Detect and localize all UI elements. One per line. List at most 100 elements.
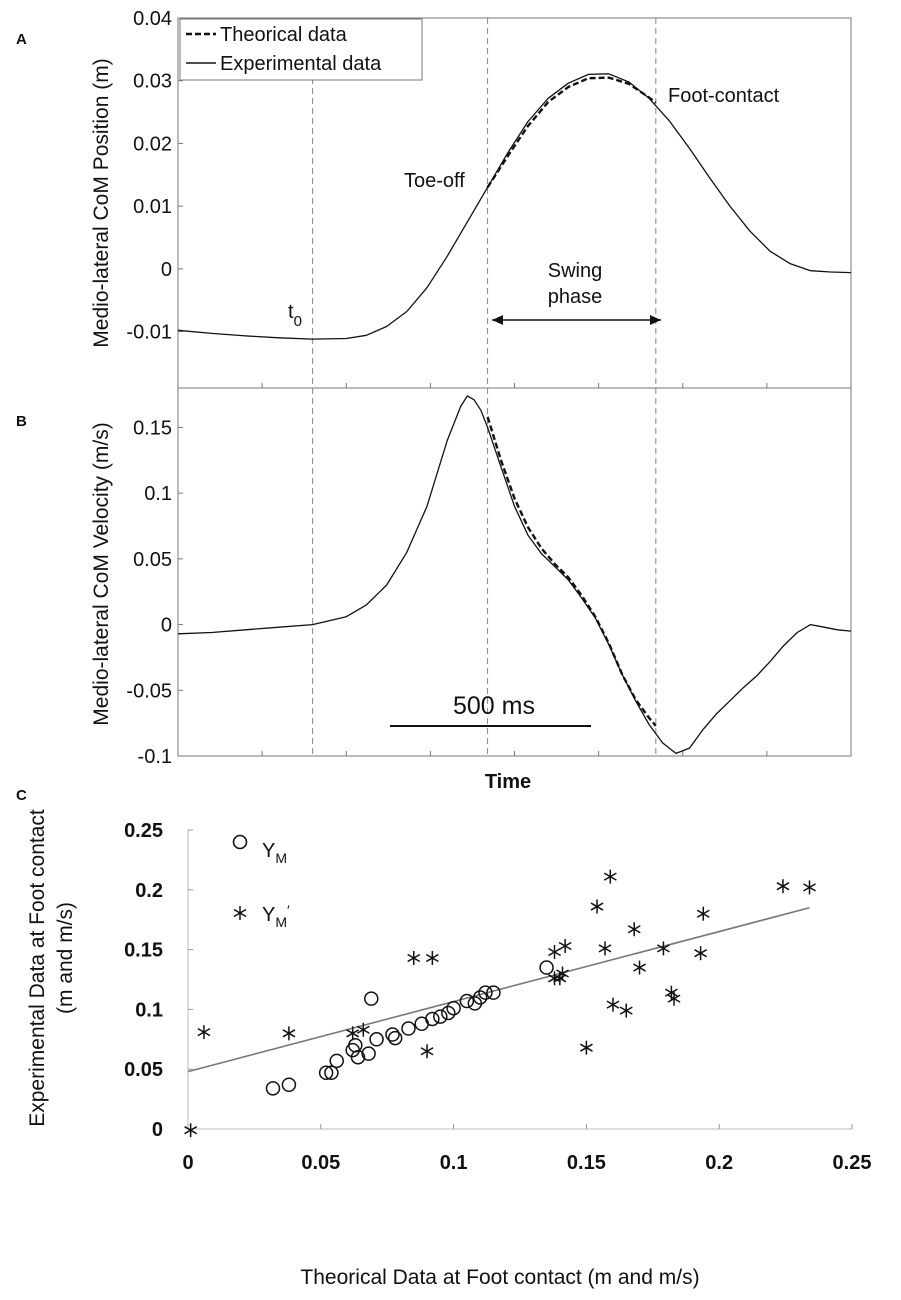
theorical-series-line bbox=[486, 416, 657, 727]
panel-c-y-axis-title-line2: (m and m/s) bbox=[54, 902, 77, 1014]
panel-a-y-axis-title: Medio-lateral CoM Position (m) bbox=[90, 58, 113, 347]
ym-point bbox=[265, 1081, 281, 1096]
y-tick-label: 0.25 bbox=[124, 820, 163, 842]
ym-point bbox=[361, 1046, 376, 1061]
panel-a-series bbox=[177, 73, 852, 340]
ym-prime-point bbox=[407, 950, 421, 965]
panel-b-chart: -0.1 -0.05 0 0.05 0.1 0.15 Medio-lateral CoM … bbox=[90, 387, 852, 793]
ym-prime-point bbox=[548, 944, 561, 959]
ym-point bbox=[539, 960, 554, 975]
ym-prime-point bbox=[633, 960, 646, 975]
scale-bar-label: 500 ms bbox=[453, 692, 535, 720]
panel-letter-a: A bbox=[16, 31, 27, 48]
ym-point bbox=[281, 1077, 297, 1092]
ym-point bbox=[350, 1049, 366, 1065]
x-tick-label: 0 bbox=[182, 1152, 193, 1174]
panel-c-legend: YM YM′ bbox=[232, 834, 290, 930]
ym-point bbox=[364, 991, 379, 1006]
y-tick-label: 0.15 bbox=[133, 417, 172, 439]
x-tick-label: 0.1 bbox=[440, 1152, 468, 1174]
panel-b-y-ticks: -0.1 -0.05 0 0.05 0.1 0.15 bbox=[126, 417, 183, 768]
ym-prime-point bbox=[656, 941, 670, 956]
scale-bar: 500 ms bbox=[390, 692, 591, 727]
ym-prime-point bbox=[696, 906, 710, 921]
legend-ym-label: YM bbox=[262, 840, 287, 866]
ym-prime-point bbox=[603, 869, 617, 884]
y-tick-label: 0 bbox=[161, 615, 172, 637]
panel-a-legend-box bbox=[179, 18, 423, 81]
ym-prime-point bbox=[627, 922, 641, 937]
ym-point bbox=[348, 1038, 363, 1053]
ym-prime-point bbox=[619, 1003, 633, 1018]
ym-point bbox=[329, 1053, 344, 1069]
ym-prime-point bbox=[803, 880, 816, 895]
panel-a-chart: -0.01 0 0.01 0.02 0.03 0.04 Medio-lateral CoM… bbox=[90, 8, 852, 389]
x-tick-label: 0.05 bbox=[301, 1152, 340, 1174]
x-tick-label: 0.15 bbox=[567, 1152, 606, 1174]
y-tick-label: -0.01 bbox=[126, 322, 172, 344]
y-tick-label: 0.03 bbox=[133, 71, 172, 93]
panel-b-x-axis-title: Time bbox=[485, 771, 531, 793]
y-tick-label: 0.02 bbox=[133, 133, 172, 155]
ym-prime-point bbox=[556, 966, 569, 981]
experimental-series-line bbox=[177, 73, 852, 340]
ym-point bbox=[425, 1011, 440, 1027]
ym-prime-point bbox=[553, 971, 567, 986]
ym-point bbox=[401, 1021, 416, 1036]
ym-point bbox=[472, 990, 488, 1005]
y-tick-label: 0 bbox=[152, 1119, 163, 1141]
annotation-t0: t0 bbox=[288, 301, 302, 330]
panel-c-y-axis-title-line1: Experimental Data at Foot contact bbox=[26, 809, 49, 1127]
legend-theorical-label: Theorical data bbox=[220, 24, 348, 46]
ym-prime-point bbox=[346, 1026, 360, 1041]
panel-c-x-axis-title: Theorical Data at Foot contact (m and m/… bbox=[300, 1266, 699, 1289]
panel-letter-b: B bbox=[16, 413, 27, 430]
y-tick-label: -0.05 bbox=[126, 680, 172, 702]
y-tick-label: 0.04 bbox=[133, 8, 172, 30]
ym-prime-point bbox=[579, 1040, 593, 1055]
panel-a-x-ticks bbox=[261, 383, 768, 388]
panel-c-y-ticks: 0 0.05 0.1 0.15 0.2 0.25 bbox=[124, 820, 193, 1141]
panel-b-series bbox=[177, 395, 852, 755]
ym-prime-point bbox=[425, 950, 439, 965]
ym-prime-point bbox=[590, 899, 604, 914]
panel-b-event-lines bbox=[312, 388, 657, 756]
legend-star-glyph bbox=[233, 906, 247, 920]
ym-prime-point bbox=[776, 879, 790, 894]
ym-point bbox=[446, 1000, 461, 1016]
annotation-phase: phase bbox=[548, 286, 603, 308]
y-tick-label: 0.05 bbox=[124, 1059, 163, 1081]
ym-point bbox=[369, 1032, 384, 1047]
ym-prime-point bbox=[667, 991, 681, 1006]
ym-prime-point bbox=[558, 939, 572, 954]
theorical-series-line bbox=[486, 76, 657, 188]
ym-prime-point bbox=[420, 1044, 434, 1059]
y-tick-label: 0.1 bbox=[135, 999, 163, 1021]
ym-prime-point bbox=[356, 1022, 370, 1037]
ym-prime-point bbox=[598, 941, 612, 956]
ym-point bbox=[324, 1065, 339, 1081]
ym-point bbox=[486, 985, 501, 1000]
ym-point bbox=[387, 1030, 403, 1046]
panel-c-chart: 00.050.10.150.20.25 0 0.05 0.1 0.15 0.2 0.25 … bbox=[26, 809, 871, 1289]
panel-b-y-axis-title: Medio-lateral CoM Velocity (m/s) bbox=[90, 422, 113, 725]
y-tick-label: 0.1 bbox=[144, 483, 172, 505]
ym-point bbox=[441, 1005, 456, 1021]
experimental-series-line bbox=[177, 395, 852, 755]
y-tick-label: 0 bbox=[161, 259, 172, 281]
ym-point bbox=[385, 1027, 400, 1042]
ym-point bbox=[459, 993, 475, 1009]
panel-c-points bbox=[184, 869, 816, 1138]
ym-prime-point bbox=[197, 1025, 211, 1040]
legend-experimental-label: Experimental data bbox=[220, 53, 382, 75]
panel-a-y-ticks: -0.01 0 0.01 0.02 0.03 0.04 bbox=[126, 8, 183, 344]
legend-ym-marker bbox=[232, 834, 248, 850]
ym-point bbox=[318, 1065, 334, 1081]
y-tick-label: -0.1 bbox=[138, 746, 172, 768]
ym-prime-point bbox=[184, 1123, 198, 1138]
y-tick-label: 0.01 bbox=[133, 196, 172, 218]
panel-c-x-ticks: 0 0.05 0.1 0.15 0.2 0.25 bbox=[182, 1124, 871, 1174]
legend-ym-prime-label: YM′ bbox=[262, 902, 290, 930]
y-tick-label: 0.05 bbox=[133, 549, 172, 571]
